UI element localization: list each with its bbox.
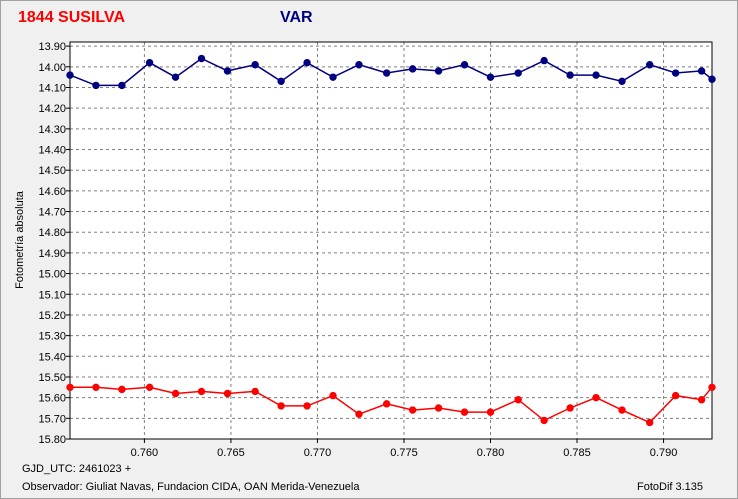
- data-point-var: [303, 58, 311, 67]
- data-point-comp: [708, 383, 716, 392]
- data-point-var: [434, 67, 443, 75]
- data-point-var: [277, 77, 285, 85]
- data-point-var: [566, 71, 574, 79]
- x-tick-label: 0.770: [304, 447, 332, 459]
- data-point-var: [145, 58, 154, 67]
- data-point-comp: [646, 418, 654, 427]
- y-tick-label: 14.50: [38, 165, 66, 177]
- gjd-label: GJD_UTC: 2461023 +: [22, 463, 132, 475]
- data-point-var: [66, 71, 74, 79]
- data-point-comp: [408, 406, 417, 414]
- y-tick-label: 15.30: [38, 331, 66, 343]
- data-point-comp: [251, 387, 259, 396]
- data-point-comp: [197, 387, 206, 396]
- data-point-comp: [303, 402, 311, 410]
- x-tick-label: 0.780: [477, 447, 505, 459]
- plot-border: [69, 41, 713, 440]
- y-tick-label: 14.10: [38, 82, 66, 94]
- data-point-comp: [277, 402, 285, 410]
- y-tick-label: 14.40: [38, 145, 66, 157]
- x-tick-label: 0.765: [217, 447, 245, 459]
- observer-label: Observador: Giuliat Navas, Fundacion CID…: [22, 481, 360, 493]
- data-point-comp: [566, 404, 574, 412]
- data-point-comp: [382, 400, 391, 408]
- data-point-var: [618, 77, 626, 85]
- y-tick-label: 15.40: [38, 351, 66, 363]
- data-point-comp: [223, 389, 232, 398]
- y-tick-label: 14.00: [38, 62, 66, 74]
- series-line-var: [69, 57, 713, 87]
- data-point-comp: [514, 396, 522, 404]
- y-tick-label: 14.60: [38, 186, 66, 198]
- y-tick-label: 14.30: [38, 124, 66, 136]
- data-point-var: [540, 56, 548, 65]
- object-title: 1844 SUSILVA: [18, 9, 126, 26]
- data-point-var: [329, 73, 337, 81]
- x-tick-label: 0.775: [390, 447, 418, 459]
- data-point-var: [646, 61, 654, 69]
- data-point-var: [708, 75, 716, 83]
- data-point-comp: [92, 383, 100, 392]
- data-point-var: [118, 81, 126, 90]
- y-tick-label: 15.70: [38, 413, 66, 425]
- y-tick-label: 14.90: [38, 248, 66, 260]
- data-point-comp: [540, 416, 548, 425]
- y-tick-label: 15.60: [38, 393, 66, 405]
- data-point-comp: [355, 410, 363, 418]
- y-tick-label: 14.20: [38, 103, 66, 115]
- y-tick-label: 15.80: [38, 434, 66, 446]
- series-line-comp: [70, 386, 713, 424]
- data-point-var: [171, 73, 180, 81]
- x-tick-label: 0.760: [131, 447, 159, 459]
- data-point-comp: [145, 383, 154, 392]
- y-tick-label: 15.00: [38, 269, 66, 281]
- version-label: FotoDif 3.135: [637, 481, 704, 493]
- y-tick-label: 15.50: [38, 372, 66, 384]
- data-point-var: [486, 73, 495, 81]
- x-tick-label: 0.790: [650, 447, 678, 459]
- x-tick-label: 0.785: [563, 447, 591, 459]
- data-point-var: [514, 69, 522, 77]
- data-point-comp: [329, 391, 337, 400]
- data-point-var: [697, 67, 706, 75]
- data-point-comp: [118, 385, 126, 394]
- data-point-var: [408, 65, 417, 73]
- data-point-var: [460, 61, 469, 69]
- y-tick-label: 14.80: [38, 227, 66, 239]
- data-point-var: [197, 54, 206, 63]
- data-point-var: [251, 61, 259, 69]
- plot-area: [70, 42, 712, 439]
- data-point-comp: [171, 389, 180, 398]
- data-point-comp: [66, 383, 74, 392]
- y-tick-label: 14.70: [38, 207, 66, 219]
- y-tick-label: 13.90: [38, 41, 66, 53]
- data-point-comp: [486, 408, 495, 416]
- data-point-var: [382, 69, 391, 77]
- data-point-var: [355, 61, 363, 69]
- data-point-comp: [671, 391, 680, 400]
- data-point-var: [671, 69, 680, 77]
- data-point-var: [592, 71, 600, 79]
- data-point-var: [223, 67, 232, 75]
- data-point-comp: [697, 396, 706, 404]
- data-point-comp: [434, 404, 443, 412]
- y-tick-label: 15.20: [38, 310, 66, 322]
- series-title: VAR: [280, 9, 313, 26]
- data-point-comp: [592, 393, 600, 402]
- y-tick-label: 15.10: [38, 289, 66, 301]
- data-point-var: [92, 81, 100, 90]
- data-point-comp: [618, 406, 626, 414]
- data-point-comp: [460, 408, 469, 416]
